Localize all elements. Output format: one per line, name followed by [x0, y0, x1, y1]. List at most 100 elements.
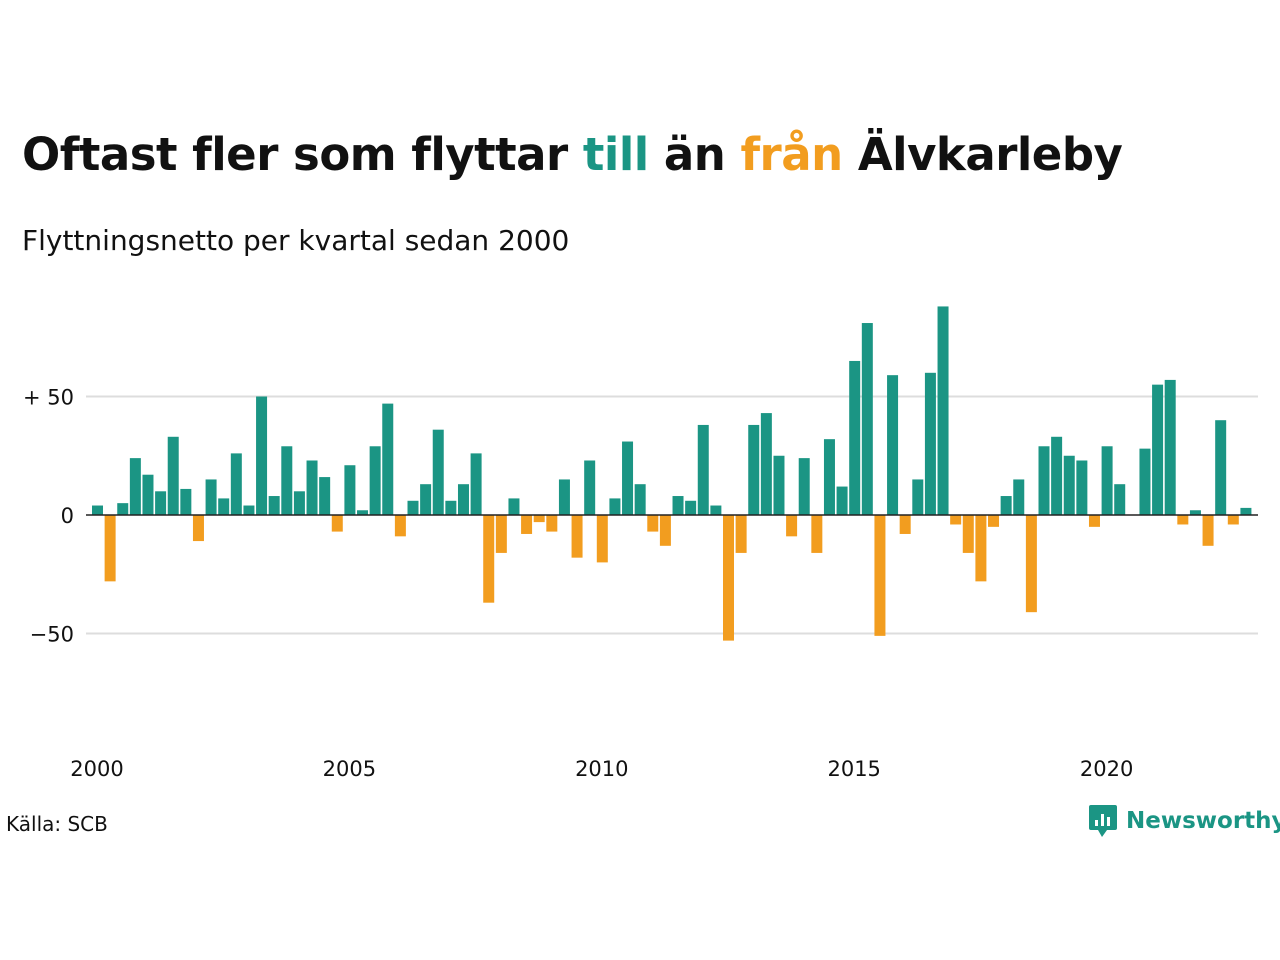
bar	[1240, 507, 1252, 515]
gridlines	[86, 395, 1258, 635]
bar	[571, 515, 583, 558]
bar	[1000, 496, 1012, 515]
bar	[596, 515, 608, 563]
bar	[609, 498, 621, 515]
bar	[773, 455, 785, 515]
bar	[1038, 446, 1050, 515]
bar	[811, 515, 823, 553]
bar	[659, 515, 671, 546]
bar	[849, 360, 861, 515]
bar	[672, 496, 684, 515]
y-tick-label: −50	[30, 623, 74, 647]
bar	[1013, 479, 1025, 515]
bar	[760, 413, 772, 515]
title-mid: än	[663, 128, 726, 181]
x-tick-label: 2010	[575, 757, 628, 781]
bar	[1101, 446, 1113, 515]
bar	[1152, 384, 1164, 515]
bar	[533, 515, 545, 523]
bar	[369, 446, 381, 515]
bar	[697, 424, 709, 515]
bar	[256, 396, 268, 515]
bar	[142, 474, 154, 515]
bar	[192, 515, 204, 542]
bar	[1164, 379, 1176, 515]
bar	[1088, 515, 1100, 527]
bar	[1025, 515, 1037, 613]
bar	[1076, 460, 1088, 515]
x-tick-label: 2000	[70, 757, 123, 781]
title-suffix: Älvkarleby	[857, 128, 1123, 181]
x-tick-label: 2020	[1080, 757, 1133, 781]
bar	[167, 436, 179, 515]
bar	[798, 458, 810, 515]
bar	[1139, 448, 1151, 515]
bar	[344, 465, 356, 515]
bar	[823, 439, 835, 515]
bar	[1051, 436, 1063, 515]
bar	[306, 460, 318, 515]
bar	[861, 323, 873, 515]
bar	[357, 510, 369, 515]
bar	[899, 515, 911, 534]
bar	[1215, 420, 1227, 515]
bars	[92, 306, 1252, 641]
bar	[912, 479, 924, 515]
bar	[1177, 515, 1189, 525]
bar	[558, 479, 570, 515]
x-axis-labels: 2000 2005 2010 2015 2020	[70, 757, 1133, 781]
bar	[634, 484, 646, 515]
y-tick-label: 0	[61, 504, 74, 528]
bar	[924, 372, 936, 515]
x-tick-label: 2015	[827, 757, 880, 781]
bar	[180, 488, 192, 515]
bar	[546, 515, 558, 532]
bar	[268, 496, 280, 515]
bar	[950, 515, 962, 525]
bar	[836, 486, 848, 515]
chart-subtitle: Flyttningsnetto per kvartal sedan 2000	[22, 224, 570, 257]
bar	[937, 306, 949, 515]
bar	[432, 429, 444, 515]
bar	[685, 500, 697, 515]
bar	[1114, 484, 1126, 515]
bar	[394, 515, 406, 537]
bar	[962, 515, 974, 553]
bar	[975, 515, 987, 582]
bar	[495, 515, 507, 553]
bar	[104, 515, 116, 582]
title-prefix: Oftast fler som flyttar	[22, 128, 568, 181]
brand-logo: Newsworthy	[1088, 804, 1280, 838]
bar	[281, 446, 293, 515]
title-highlight-till: till	[582, 128, 649, 181]
y-tick-label: + 50	[23, 386, 74, 410]
bar	[230, 453, 242, 515]
x-tick-label: 2005	[323, 757, 376, 781]
bar	[92, 505, 103, 515]
bar	[647, 515, 659, 532]
bar-chart: + 50 0 −50 2000 2005 2010 2015 2020	[23, 306, 1258, 781]
bar	[1202, 515, 1214, 546]
bar	[988, 515, 1000, 527]
chart-speech-bubble-icon	[1089, 805, 1117, 837]
bar	[622, 441, 634, 515]
bar	[887, 375, 899, 515]
bar	[470, 453, 482, 515]
title-highlight-fran: från	[740, 128, 843, 181]
bar	[508, 498, 520, 515]
bar	[243, 505, 255, 515]
bar	[521, 515, 533, 534]
bar	[420, 484, 432, 515]
bar	[584, 460, 596, 515]
bar	[483, 515, 495, 603]
bar	[205, 479, 217, 515]
bar	[735, 515, 747, 553]
bar	[293, 491, 305, 515]
bar	[129, 458, 141, 515]
bar	[331, 515, 343, 532]
bar	[1227, 515, 1239, 525]
source-note: Källa: SCB	[6, 812, 108, 836]
bar	[710, 505, 722, 515]
y-axis-labels: + 50 0 −50	[23, 386, 74, 647]
bar	[457, 484, 469, 515]
